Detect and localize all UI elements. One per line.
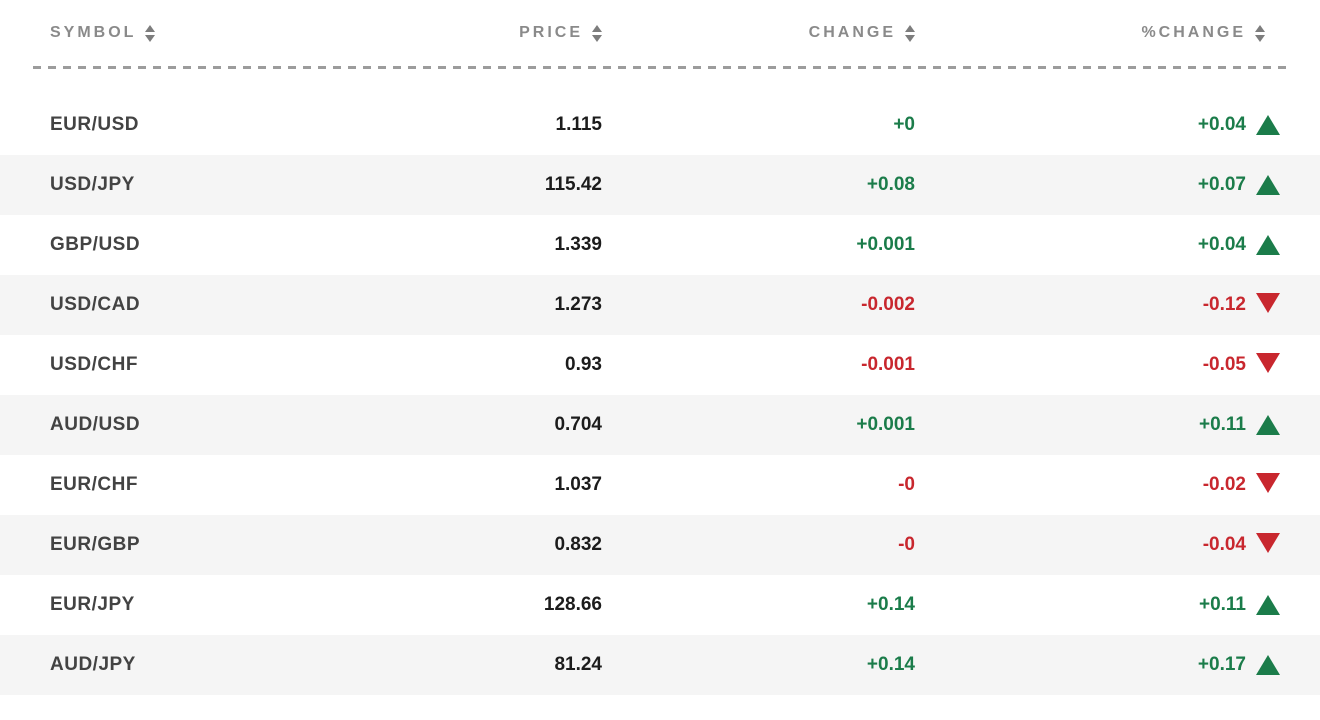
up-arrow-icon xyxy=(1256,115,1280,135)
pct-change-value: -0.04 xyxy=(1202,534,1246,555)
change-cell: -0 xyxy=(898,534,915,555)
table-body: EUR/USD 1.115 +0 +0.04 USD/JPY 115.42 +0… xyxy=(0,95,1320,695)
column-header-price[interactable]: PRICE xyxy=(300,24,602,42)
table-row[interactable]: EUR/USD 1.115 +0 +0.04 xyxy=(0,95,1320,155)
symbol-cell[interactable]: USD/JPY xyxy=(50,174,135,195)
sort-icon xyxy=(905,24,915,42)
column-header-pct-change-label: %CHANGE xyxy=(1141,24,1246,41)
pct-change-cell: -0.12 xyxy=(915,293,1280,317)
pct-change-value: +0.04 xyxy=(1197,234,1246,255)
symbol-cell[interactable]: EUR/GBP xyxy=(50,534,141,555)
symbol-cell[interactable]: GBP/USD xyxy=(50,234,141,255)
fx-quotes-table: SYMBOL PRICE CHANGE %CHANGE xyxy=(0,0,1320,695)
table-row[interactable]: EUR/JPY 128.66 +0.14 +0.11 xyxy=(0,575,1320,635)
symbol-cell[interactable]: EUR/USD xyxy=(50,114,140,135)
table-row[interactable]: USD/CHF 0.93 -0.001 -0.05 xyxy=(0,335,1320,395)
table-row[interactable]: AUD/USD 0.704 +0.001 +0.11 xyxy=(0,395,1320,455)
column-header-pct-change[interactable]: %CHANGE xyxy=(915,24,1280,42)
table-row[interactable]: AUD/JPY 81.24 +0.14 +0.17 xyxy=(0,635,1320,695)
column-header-symbol[interactable]: SYMBOL xyxy=(50,24,300,42)
table-header-row: SYMBOL PRICE CHANGE %CHANGE xyxy=(0,0,1320,66)
pct-change-cell: +0.17 xyxy=(915,654,1280,676)
sort-up-arrow-icon xyxy=(1255,24,1265,32)
change-cell: +0 xyxy=(893,114,915,135)
price-cell: 1.339 xyxy=(554,234,602,255)
up-arrow-icon xyxy=(1256,235,1280,255)
price-cell: 0.704 xyxy=(554,414,602,435)
sort-icon xyxy=(592,24,602,42)
sort-down-arrow-icon xyxy=(1255,34,1265,42)
change-cell: +0.001 xyxy=(856,414,915,435)
pct-change-value: +0.07 xyxy=(1197,174,1246,195)
change-cell: -0 xyxy=(898,474,915,495)
up-arrow-icon xyxy=(1256,175,1280,195)
pct-change-cell: -0.04 xyxy=(915,533,1280,557)
table-row[interactable]: GBP/USD 1.339 +0.001 +0.04 xyxy=(0,215,1320,275)
down-arrow-icon xyxy=(1256,473,1280,493)
sort-down-arrow-icon xyxy=(145,34,156,42)
column-header-symbol-label: SYMBOL xyxy=(50,24,137,41)
symbol-cell[interactable]: AUD/JPY xyxy=(50,654,136,675)
table-row[interactable]: USD/JPY 115.42 +0.08 +0.07 xyxy=(0,155,1320,215)
pct-change-value: -0.12 xyxy=(1202,294,1246,315)
table-row[interactable]: USD/CAD 1.273 -0.002 -0.12 xyxy=(0,275,1320,335)
pct-change-cell: +0.11 xyxy=(915,414,1280,436)
price-cell: 128.66 xyxy=(543,594,602,615)
symbol-cell[interactable]: USD/CAD xyxy=(50,294,141,315)
sort-up-arrow-icon xyxy=(905,24,915,32)
pct-change-value: +0.04 xyxy=(1197,114,1246,135)
change-cell: +0.14 xyxy=(866,594,915,615)
symbol-cell[interactable]: EUR/CHF xyxy=(50,474,138,495)
table-row[interactable]: EUR/GBP 0.832 -0 -0.04 xyxy=(0,515,1320,575)
down-arrow-icon xyxy=(1256,533,1280,553)
sort-down-arrow-icon xyxy=(592,34,602,42)
change-cell: -0.001 xyxy=(861,354,915,375)
pct-change-value: +0.11 xyxy=(1198,594,1246,615)
column-header-change[interactable]: CHANGE xyxy=(602,24,915,42)
price-cell: 1.273 xyxy=(554,294,602,315)
pct-change-value: -0.02 xyxy=(1202,474,1246,495)
change-cell: +0.001 xyxy=(856,234,915,255)
table-row[interactable]: EUR/CHF 1.037 -0 -0.02 xyxy=(0,455,1320,515)
price-cell: 1.037 xyxy=(554,474,602,495)
column-header-change-label: CHANGE xyxy=(808,24,896,41)
up-arrow-icon xyxy=(1256,595,1280,615)
change-cell: +0.14 xyxy=(866,654,915,675)
symbol-cell[interactable]: EUR/JPY xyxy=(50,594,135,615)
pct-change-cell: +0.07 xyxy=(915,174,1280,196)
up-arrow-icon xyxy=(1256,655,1280,675)
pct-change-cell: -0.02 xyxy=(915,473,1280,497)
symbol-cell[interactable]: AUD/USD xyxy=(50,414,141,435)
pct-change-cell: +0.04 xyxy=(915,234,1280,256)
down-arrow-icon xyxy=(1256,353,1280,373)
price-cell: 115.42 xyxy=(544,174,602,195)
header-divider xyxy=(33,66,1293,69)
pct-change-cell: +0.04 xyxy=(915,114,1280,136)
symbol-cell[interactable]: USD/CHF xyxy=(50,354,138,375)
pct-change-cell: +0.11 xyxy=(915,594,1280,616)
sort-up-arrow-icon xyxy=(592,24,602,32)
change-cell: +0.08 xyxy=(866,174,915,195)
sort-up-arrow-icon xyxy=(145,24,156,32)
sort-down-arrow-icon xyxy=(905,34,915,42)
up-arrow-icon xyxy=(1256,415,1280,435)
sort-icon xyxy=(145,24,156,42)
pct-change-cell: -0.05 xyxy=(915,353,1280,377)
pct-change-value: +0.11 xyxy=(1198,414,1246,435)
pct-change-value: -0.05 xyxy=(1202,354,1246,375)
price-cell: 1.115 xyxy=(555,114,603,135)
change-cell: -0.002 xyxy=(861,294,915,315)
sort-icon xyxy=(1255,24,1265,42)
price-cell: 0.93 xyxy=(565,354,602,375)
down-arrow-icon xyxy=(1256,293,1280,313)
column-header-price-label: PRICE xyxy=(519,24,583,41)
price-cell: 0.832 xyxy=(554,534,602,555)
pct-change-value: +0.17 xyxy=(1197,654,1246,675)
price-cell: 81.24 xyxy=(554,654,602,675)
